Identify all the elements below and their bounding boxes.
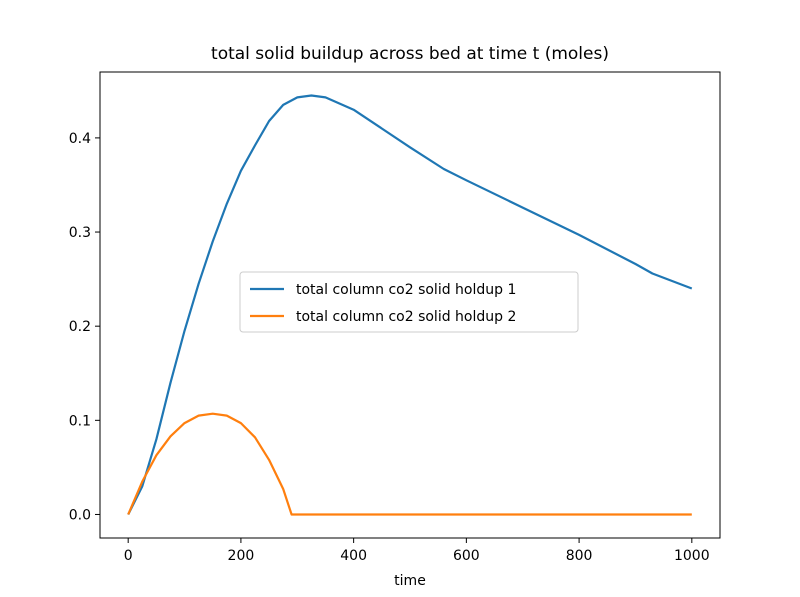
x-tick-label: 0 bbox=[124, 548, 133, 564]
series-line-1 bbox=[127, 94, 693, 515]
legend-label-2: total column co2 solid holdup 2 bbox=[296, 309, 516, 325]
legend-box bbox=[239, 271, 579, 333]
chart-title: total solid buildup across bed at time t… bbox=[211, 44, 609, 64]
x-tick-label: 200 bbox=[228, 548, 255, 564]
axes: 0 200 400 600 800 1000 0.0 0.1 0.2 0.3 0.4 bbox=[69, 71, 721, 564]
x-tick-label: 400 bbox=[340, 548, 367, 564]
plot-area bbox=[127, 94, 693, 516]
y-tick-label: 0.0 bbox=[69, 507, 91, 523]
x-axis-label: time bbox=[394, 573, 426, 589]
y-tick-label: 0.1 bbox=[69, 413, 91, 429]
legend-label-1: total column co2 solid holdup 1 bbox=[296, 282, 516, 298]
y-tick-label: 0.4 bbox=[69, 131, 91, 147]
plot-frame bbox=[99, 71, 721, 539]
x-tick-label: 800 bbox=[566, 548, 593, 564]
y-tick-label: 0.3 bbox=[69, 225, 91, 241]
y-tick-label: 0.2 bbox=[69, 319, 91, 335]
series-line-2 bbox=[127, 412, 692, 516]
legend: total column co2 solid holdup 1 total col… bbox=[239, 271, 579, 333]
x-tick-label: 600 bbox=[453, 548, 480, 564]
x-tick-label: 1000 bbox=[674, 548, 710, 564]
